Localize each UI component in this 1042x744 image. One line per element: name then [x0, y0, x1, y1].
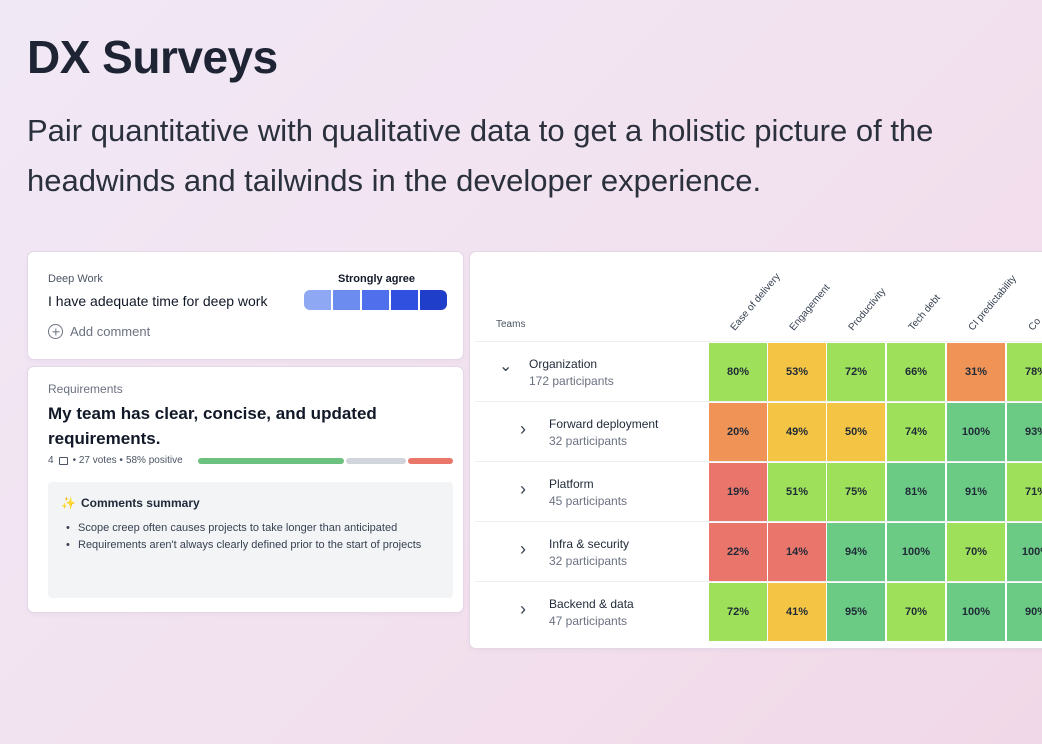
sentiment-neutral — [345, 458, 406, 464]
table-row[interactable]: › Backend & data 47 participants 72% 41% 95% 7… — [475, 581, 1042, 641]
sparkle-icon: ✨ — [61, 496, 76, 510]
chevron-right-icon[interactable]: › — [520, 539, 526, 559]
heatmap-cell[interactable]: 31% — [947, 343, 1005, 401]
team-name: Infra & security — [549, 537, 630, 551]
summary-list: Scope creep often causes projects to tak… — [66, 520, 426, 554]
sentiment-negative — [407, 458, 453, 464]
hero-title: DX Surveys — [27, 31, 278, 83]
heatmap-cell[interactable]: 91% — [947, 463, 1005, 521]
positive-rate: 58% positive — [125, 455, 183, 466]
heatmap-cell[interactable]: 93% — [1007, 403, 1042, 461]
team-name: Forward deployment — [549, 417, 659, 431]
team-heatmap-table: Teams Ease of delivery Engagement Producti… — [470, 252, 1042, 648]
heatmap-cell[interactable]: 100% — [1007, 523, 1042, 581]
heatmap-cell[interactable]: 66% — [887, 343, 945, 401]
heatmap-cell[interactable]: 90% — [1007, 583, 1042, 641]
team-name: Organization — [529, 357, 598, 371]
team-participants: 45 participants — [549, 494, 628, 508]
column-header[interactable]: CI predictability — [966, 273, 1019, 333]
votes-count: • 27 votes • — [72, 455, 123, 466]
likert-option-2[interactable] — [333, 290, 360, 310]
comment-count: 4 — [48, 455, 54, 466]
heatmap-cell[interactable]: 100% — [947, 403, 1005, 461]
likert-scale[interactable] — [304, 290, 447, 310]
hero-subtitle: Pair quantitative with qualitative data … — [27, 113, 934, 198]
question-text: I have adequate time for deep work — [48, 293, 268, 309]
question-text: My team has clear, concise, and updated … — [48, 404, 377, 448]
chevron-right-icon[interactable]: › — [520, 599, 526, 619]
table-row[interactable]: › Platform 45 participants 19% 51% 75% 81% 91% 7… — [475, 461, 1042, 521]
likert-option-3[interactable] — [362, 290, 389, 310]
heatmap-cell[interactable]: 100% — [887, 523, 945, 581]
sentiment-positive — [198, 458, 344, 464]
scale-label: Strongly agree — [338, 273, 416, 285]
chevron-right-icon[interactable]: › — [520, 419, 526, 439]
chevron-down-icon[interactable]: ⌄ — [499, 358, 513, 375]
likert-option-4[interactable] — [391, 290, 418, 310]
column-header[interactable]: Co — [1026, 316, 1042, 333]
heatmap-cell[interactable]: 14% — [768, 523, 826, 581]
heatmap-cell[interactable]: 22% — [709, 523, 767, 581]
heatmap-cell[interactable]: 49% — [768, 403, 826, 461]
summary-item: Scope creep often causes projects to tak… — [66, 520, 426, 537]
add-comment-button[interactable]: Add comment — [48, 324, 150, 339]
deep-work-card: Deep Work I have adequate time for deep … — [28, 252, 463, 359]
heatmap-cell[interactable]: 72% — [827, 343, 885, 401]
heatmap-cell[interactable]: 70% — [887, 583, 945, 641]
likert-option-1[interactable] — [304, 290, 331, 310]
comment-icon — [58, 456, 68, 465]
table-row[interactable]: ⌄ Organization 172 participants 80% 53% 72% 66… — [475, 341, 1042, 401]
requirements-card: Requirements My team has clear, concise,… — [28, 367, 463, 612]
team-name: Backend & data — [549, 597, 634, 611]
team-name: Platform — [549, 477, 594, 491]
heatmap-cell[interactable]: 53% — [768, 343, 826, 401]
comments-summary-title: ✨ Comments summary — [61, 496, 200, 510]
summary-title-label: Comments summary — [80, 496, 200, 510]
likert-option-5[interactable] — [420, 290, 447, 310]
team-participants: 172 participants — [529, 374, 614, 388]
heatmap-cell[interactable]: 20% — [709, 403, 767, 461]
column-header[interactable]: Engagement — [787, 282, 833, 333]
heatmap-cell[interactable]: 41% — [768, 583, 826, 641]
heatmap-cell[interactable]: 71% — [1007, 463, 1042, 521]
question-category: Requirements — [48, 382, 123, 396]
table-row[interactable]: › Infra & security 32 participants 22% 14% 94… — [475, 521, 1042, 581]
table-row[interactable]: › Forward deployment 32 participants 20% 49%… — [475, 401, 1042, 461]
heatmap-cell[interactable]: 72% — [709, 583, 767, 641]
chevron-right-icon[interactable]: › — [520, 479, 526, 499]
heatmap-cell[interactable]: 81% — [887, 463, 945, 521]
comments-summary: ✨ Comments summary Scope creep often cau… — [48, 482, 453, 598]
question-meta: 4 • 27 votes • 58% positive — [48, 455, 183, 466]
heatmap-cell[interactable]: 100% — [947, 583, 1005, 641]
column-header[interactable]: Productivity — [846, 286, 889, 333]
summary-item: Requirements aren't always clearly defin… — [66, 537, 426, 554]
team-participants: 47 participants — [549, 614, 628, 628]
heatmap-cell[interactable]: 78% — [1007, 343, 1042, 401]
heatmap-cell[interactable]: 19% — [709, 463, 767, 521]
teams-column-header: Teams — [496, 319, 526, 330]
add-comment-label: Add comment — [70, 324, 151, 339]
heatmap-cell[interactable]: 51% — [768, 463, 826, 521]
heatmap-cell[interactable]: 70% — [947, 523, 1005, 581]
heatmap-cell[interactable]: 80% — [709, 343, 767, 401]
heatmap-cell[interactable]: 50% — [827, 403, 885, 461]
column-header[interactable]: Ease of delivery — [728, 271, 783, 333]
heatmap-cell[interactable]: 75% — [827, 463, 885, 521]
team-participants: 32 participants — [549, 554, 628, 568]
team-participants: 32 participants — [549, 434, 628, 448]
sentiment-bar — [198, 458, 453, 464]
column-header[interactable]: Tech debt — [906, 292, 943, 333]
heatmap-cell[interactable]: 74% — [887, 403, 945, 461]
circle-plus-icon — [48, 324, 63, 339]
heatmap-cell[interactable]: 95% — [827, 583, 885, 641]
heatmap-cell[interactable]: 94% — [827, 523, 885, 581]
question-category: Deep Work — [48, 273, 103, 285]
